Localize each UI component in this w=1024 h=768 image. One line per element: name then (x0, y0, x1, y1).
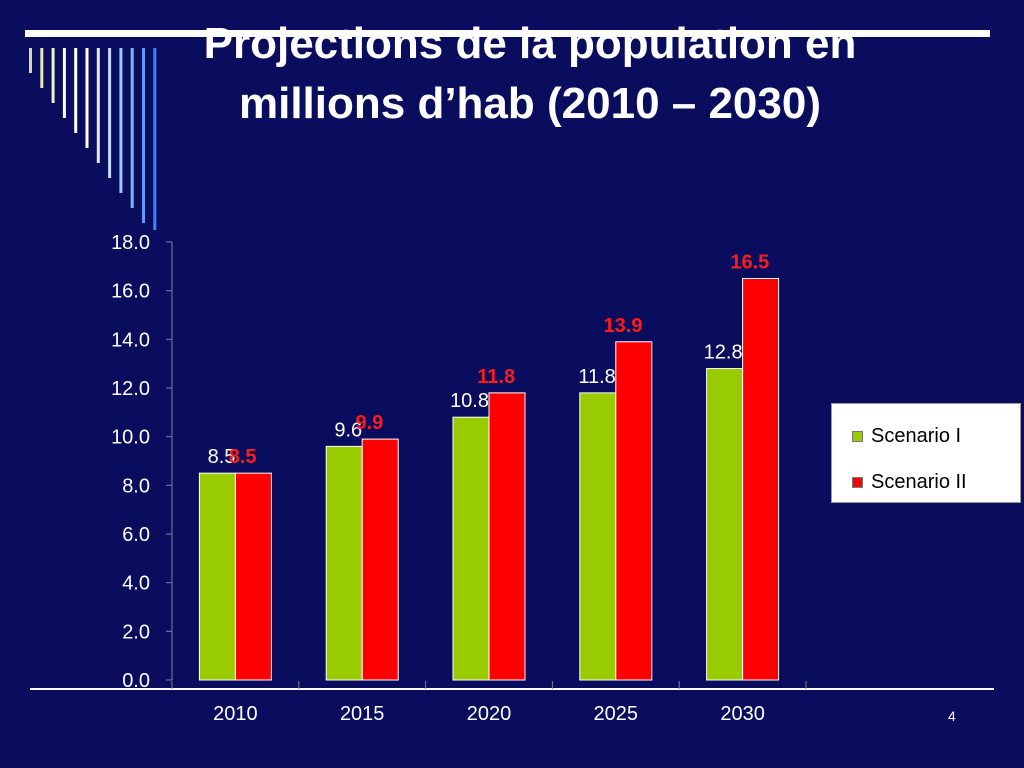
chart-legend: Scenario I Scenario II (831, 403, 1021, 503)
x-tick-label: 2010 (213, 703, 258, 725)
data-label-scenario-2: 11.8 (477, 366, 515, 388)
data-label-scenario-1: 10.8 (450, 390, 489, 412)
x-tick-label: 2015 (340, 703, 385, 725)
bar-scenario-1 (198, 472, 236, 681)
legend-swatch-scenario-2 (852, 476, 863, 488)
legend-item-scenario-2: Scenario II (852, 470, 967, 494)
bar-scenario-2 (488, 392, 526, 681)
y-tick-label: 6.0 (122, 524, 150, 546)
data-label-scenario-2: 16.5 (730, 252, 769, 274)
title-line-1: Projections de la population en (203, 19, 857, 68)
data-label-scenario-1: 9.6 (334, 419, 362, 441)
data-label-scenario-1: 11.8 (578, 366, 615, 388)
y-tick-label: 16.0 (111, 281, 150, 303)
page-number: 4 (948, 708, 956, 724)
data-label-scenario-2: 9.9 (355, 412, 383, 434)
y-tick-label: 2.0 (122, 621, 150, 643)
x-tick-label: 2030 (720, 703, 765, 725)
x-tick-label: 2020 (467, 703, 512, 725)
y-tick-label: 0.0 (122, 670, 150, 692)
bar-scenario-1 (706, 368, 744, 681)
y-tick-label: 14.0 (111, 329, 150, 351)
bar-scenario-1 (325, 445, 363, 681)
bar-scenario-1 (579, 392, 617, 681)
data-label-scenario-1: 12.8 (704, 342, 743, 364)
y-tick-label: 4.0 (122, 573, 150, 595)
y-tick-label: 10.0 (111, 427, 150, 449)
bar-scenario-2 (234, 472, 272, 681)
bar-scenario-1 (452, 416, 490, 681)
data-label-scenario-2: 8.5 (229, 446, 257, 468)
legend-swatch-scenario-1 (852, 430, 863, 442)
data-label-scenario-1: 8.5 (208, 446, 236, 468)
bar-scenario-2 (615, 341, 653, 681)
bar-scenario-2 (361, 438, 399, 681)
x-tick-label: 2025 (594, 703, 639, 725)
y-tick-label: 18.0 (111, 232, 150, 254)
bar-scenario-2 (742, 278, 780, 681)
y-tick-label: 8.0 (122, 475, 150, 497)
legend-item-scenario-1: Scenario I (852, 424, 961, 448)
title-line-2: millions d’hab (2010 – 2030) (238, 79, 821, 128)
data-label-scenario-2: 13.9 (604, 315, 643, 337)
legend-label-scenario-1: Scenario I (871, 424, 962, 447)
legend-label-scenario-2: Scenario II (871, 470, 967, 493)
slide-title: Projections de la population en millions… (40, 14, 1020, 134)
y-tick-label: 12.0 (111, 378, 150, 400)
